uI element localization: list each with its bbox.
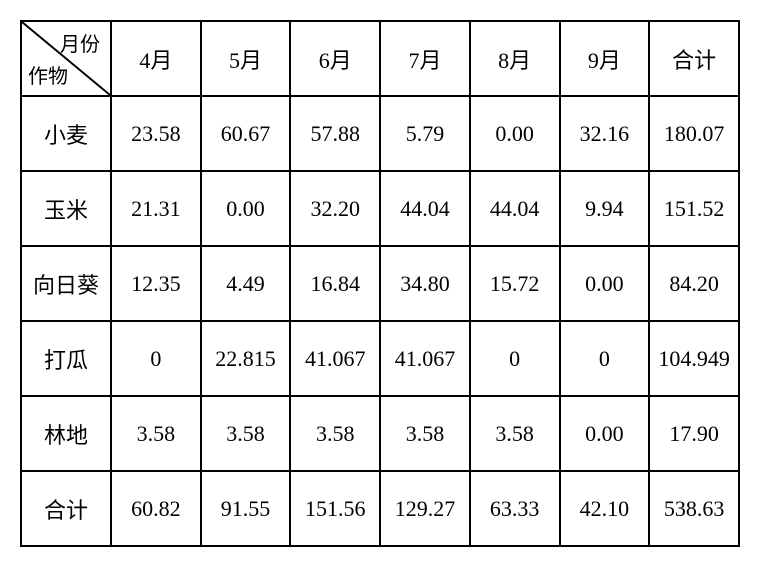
data-cell: 15.72 — [470, 246, 560, 321]
table-body: 小麦 23.58 60.67 57.88 5.79 0.00 32.16 180… — [21, 96, 739, 546]
data-cell: 60.82 — [111, 471, 201, 546]
data-cell: 44.04 — [380, 171, 470, 246]
col-header: 6月 — [290, 21, 380, 96]
data-cell: 0.00 — [560, 396, 650, 471]
table-row: 玉米 21.31 0.00 32.20 44.04 44.04 9.94 151… — [21, 171, 739, 246]
col-header: 9月 — [560, 21, 650, 96]
data-cell: 3.58 — [380, 396, 470, 471]
crop-month-table: 月份 作物 4月 5月 6月 7月 8月 9月 合计 小麦 23.58 60.6… — [20, 20, 740, 547]
data-cell: 12.35 — [111, 246, 201, 321]
data-cell: 63.33 — [470, 471, 560, 546]
data-cell: 0 — [470, 321, 560, 396]
col-header: 合计 — [649, 21, 739, 96]
header-row: 月份 作物 4月 5月 6月 7月 8月 9月 合计 — [21, 21, 739, 96]
data-cell: 0.00 — [470, 96, 560, 171]
data-cell: 21.31 — [111, 171, 201, 246]
data-cell: 3.58 — [201, 396, 291, 471]
data-cell: 17.90 — [649, 396, 739, 471]
data-cell: 42.10 — [560, 471, 650, 546]
row-label: 打瓜 — [21, 321, 111, 396]
data-cell: 84.20 — [649, 246, 739, 321]
data-table-container: 月份 作物 4月 5月 6月 7月 8月 9月 合计 小麦 23.58 60.6… — [20, 20, 740, 547]
data-cell: 91.55 — [201, 471, 291, 546]
table-row: 小麦 23.58 60.67 57.88 5.79 0.00 32.16 180… — [21, 96, 739, 171]
corner-label-bottom: 作物 — [28, 60, 68, 89]
data-cell: 538.63 — [649, 471, 739, 546]
table-row: 合计 60.82 91.55 151.56 129.27 63.33 42.10… — [21, 471, 739, 546]
data-cell: 32.16 — [560, 96, 650, 171]
data-cell: 151.56 — [290, 471, 380, 546]
data-cell: 0 — [560, 321, 650, 396]
data-cell: 3.58 — [290, 396, 380, 471]
col-header: 5月 — [201, 21, 291, 96]
col-header: 4月 — [111, 21, 201, 96]
row-label: 小麦 — [21, 96, 111, 171]
table-row: 向日葵 12.35 4.49 16.84 34.80 15.72 0.00 84… — [21, 246, 739, 321]
data-cell: 41.067 — [380, 321, 470, 396]
data-cell: 60.67 — [201, 96, 291, 171]
data-cell: 0.00 — [201, 171, 291, 246]
data-cell: 4.49 — [201, 246, 291, 321]
row-label: 玉米 — [21, 171, 111, 246]
data-cell: 9.94 — [560, 171, 650, 246]
data-cell: 151.52 — [649, 171, 739, 246]
data-cell: 22.815 — [201, 321, 291, 396]
row-label: 向日葵 — [21, 246, 111, 321]
row-label: 合计 — [21, 471, 111, 546]
table-row: 打瓜 0 22.815 41.067 41.067 0 0 104.949 — [21, 321, 739, 396]
data-cell: 44.04 — [470, 171, 560, 246]
col-header: 8月 — [470, 21, 560, 96]
data-cell: 34.80 — [380, 246, 470, 321]
data-cell: 104.949 — [649, 321, 739, 396]
data-cell: 3.58 — [111, 396, 201, 471]
data-cell: 57.88 — [290, 96, 380, 171]
data-cell: 0.00 — [560, 246, 650, 321]
data-cell: 32.20 — [290, 171, 380, 246]
corner-header-cell: 月份 作物 — [21, 21, 111, 96]
corner-label-top: 月份 — [60, 28, 100, 57]
row-label: 林地 — [21, 396, 111, 471]
data-cell: 41.067 — [290, 321, 380, 396]
data-cell: 0 — [111, 321, 201, 396]
data-cell: 16.84 — [290, 246, 380, 321]
col-header: 7月 — [380, 21, 470, 96]
table-row: 林地 3.58 3.58 3.58 3.58 3.58 0.00 17.90 — [21, 396, 739, 471]
data-cell: 3.58 — [470, 396, 560, 471]
data-cell: 23.58 — [111, 96, 201, 171]
data-cell: 180.07 — [649, 96, 739, 171]
data-cell: 5.79 — [380, 96, 470, 171]
data-cell: 129.27 — [380, 471, 470, 546]
